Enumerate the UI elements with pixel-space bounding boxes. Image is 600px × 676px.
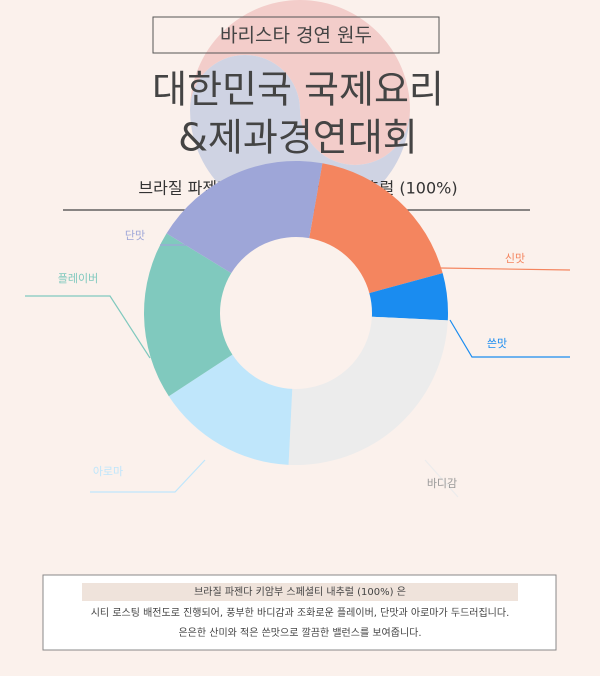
donut-segment: [369, 273, 449, 321]
segment-label: 바디감: [427, 477, 457, 490]
leader-line: [424, 459, 459, 498]
leader-line: [439, 267, 571, 271]
badge-box: [152, 16, 440, 54]
leader-line: [449, 319, 570, 358]
segment-label: 단맛: [125, 229, 145, 242]
segment-label: 신맛: [505, 252, 525, 265]
donut-segment: [168, 354, 293, 465]
title-line: &제과경연대회: [178, 116, 417, 160]
segment-label: 아로마: [93, 465, 123, 478]
description-line: 브라질 파젠다 키암부 스페셜티 내추럴 (100%) 은: [194, 585, 406, 598]
segment-label: 플레이버: [58, 272, 98, 285]
donut-segment: [166, 160, 323, 274]
leader-line: [25, 295, 151, 359]
badge-text: 바리스타 경연 원두: [220, 25, 372, 47]
description-highlight: [82, 583, 518, 601]
title-line: 대한민국 국제요리: [152, 68, 444, 112]
leader-line: [90, 459, 206, 493]
segment-label: 쓴맛: [487, 337, 507, 350]
donut-segment: [144, 233, 233, 397]
description-line: 은은한 산미와 적은 쓴맛으로 깔끔한 밸런스를 보여줍니다.: [178, 627, 421, 639]
donut-segment: [309, 163, 443, 294]
donut-segment: [288, 316, 448, 465]
description-line: 시티 로스팅 배전도로 진행되어, 풍부한 바디감과 조화로운 플레이버, 단맛…: [91, 607, 510, 619]
